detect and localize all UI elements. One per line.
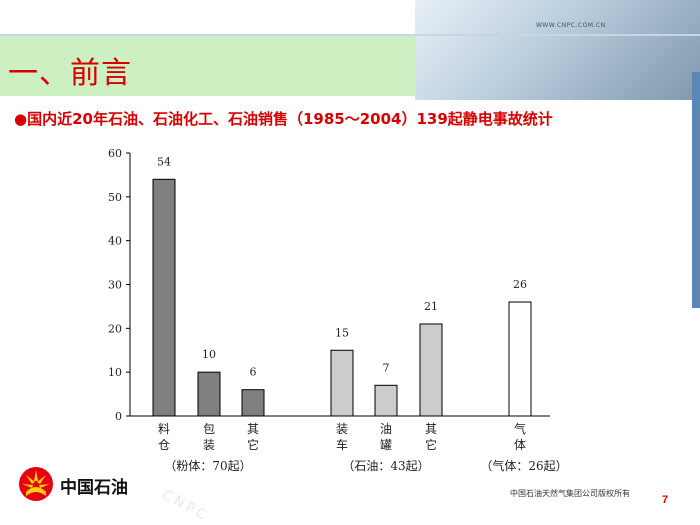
y-tick-label: 0 bbox=[115, 410, 122, 423]
bar-value-label: 6 bbox=[250, 366, 257, 379]
chart-bar bbox=[152, 178, 176, 417]
bar-value-label: 26 bbox=[513, 278, 527, 291]
bar-value-label: 54 bbox=[157, 155, 171, 168]
y-tick-label: 50 bbox=[108, 191, 122, 204]
logo-text: 中国石油 bbox=[60, 478, 128, 498]
bar-value-label: 7 bbox=[383, 361, 390, 374]
side-accent-bar bbox=[692, 72, 700, 308]
title-box bbox=[0, 36, 416, 96]
cnpc-logo-icon bbox=[19, 467, 53, 501]
category-label: 料 bbox=[158, 422, 170, 436]
category-label: 包 bbox=[203, 422, 215, 436]
bar-value-label: 15 bbox=[335, 326, 349, 339]
category-label: 气 bbox=[514, 421, 526, 436]
group-label: （石油：43起） bbox=[342, 459, 429, 473]
group-label: （粉体：70起） bbox=[164, 459, 251, 473]
chart-bar bbox=[241, 389, 265, 417]
page-number: 7 bbox=[662, 494, 669, 506]
site-url: WWW.CNPC.COM.CN bbox=[536, 22, 606, 29]
category-label: 其 bbox=[425, 422, 437, 436]
category-label: 装 bbox=[336, 422, 348, 436]
header-divider bbox=[0, 34, 700, 36]
chart-bar bbox=[508, 301, 532, 417]
copyright-text: 中国石油天然气集团公司版权所有 bbox=[510, 489, 630, 498]
category-label: 车 bbox=[336, 437, 348, 452]
header-banner-image bbox=[415, 0, 700, 100]
bar-value-label: 21 bbox=[424, 300, 438, 313]
y-tick-label: 20 bbox=[108, 322, 122, 335]
category-label: 体 bbox=[514, 438, 526, 452]
y-tick-label: 40 bbox=[108, 235, 122, 248]
chart-bar bbox=[374, 384, 398, 417]
chart-bar bbox=[197, 371, 221, 417]
category-label: 罐 bbox=[380, 438, 392, 452]
category-label: 油 bbox=[380, 422, 392, 436]
bar-value-label: 10 bbox=[202, 348, 216, 361]
category-label: 它 bbox=[425, 437, 437, 452]
y-tick-label: 30 bbox=[108, 279, 122, 292]
chart-bar bbox=[330, 349, 354, 417]
chart-subtitle: ●国内近20年石油、石油化工、石油销售（1985～2004）139起静电事故统计 bbox=[14, 110, 553, 128]
chart-bar bbox=[419, 323, 443, 417]
y-tick-label: 10 bbox=[108, 366, 122, 379]
category-label: 仓 bbox=[158, 438, 170, 452]
group-label: （气体：26起） bbox=[480, 458, 567, 473]
y-tick-label: 60 bbox=[108, 147, 122, 160]
category-label: 它 bbox=[247, 437, 259, 452]
cnpc-logo: 中国石油 bbox=[18, 466, 148, 506]
slide-title: 一、前言 bbox=[8, 56, 132, 91]
category-label: 其 bbox=[247, 422, 259, 436]
category-label: 装 bbox=[203, 438, 215, 452]
